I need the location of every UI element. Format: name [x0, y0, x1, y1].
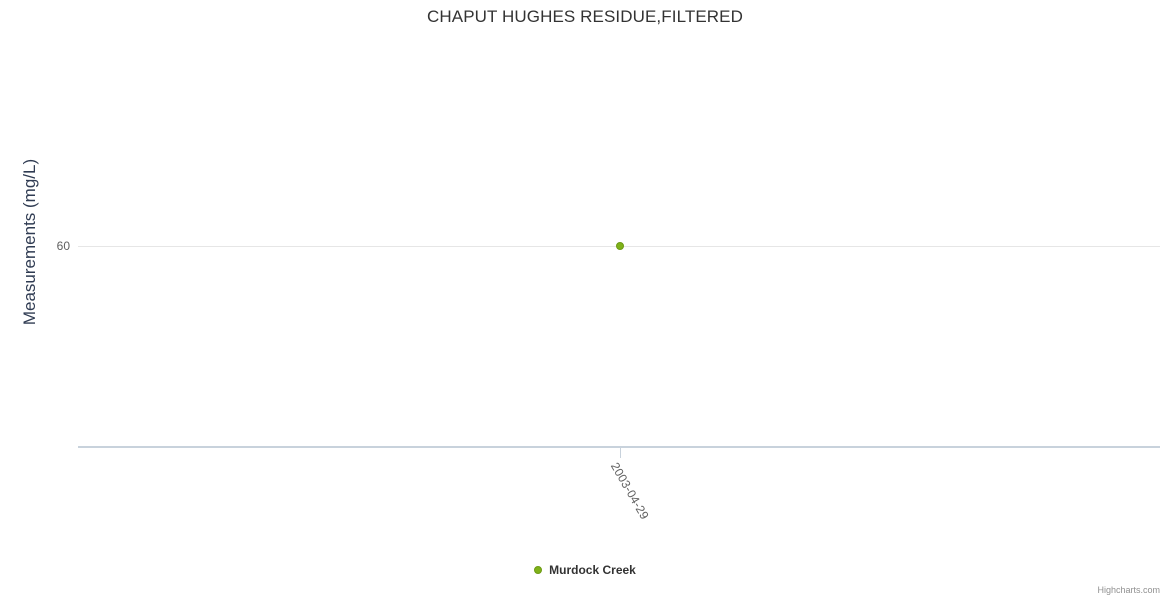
highcharts-credits-link[interactable]: Highcharts.com — [1097, 585, 1160, 595]
plot-area — [78, 45, 1160, 448]
y-axis-title: Measurements (mg/L) — [20, 158, 39, 326]
legend-marker-circle-icon — [534, 566, 543, 574]
data-point-murdock-creek-2003-04-29[interactable] — [616, 242, 624, 250]
legend-item-murdock-creek[interactable]: Murdock Creek — [534, 563, 636, 577]
x-axis-tick-label: 2003-04-29 — [607, 460, 652, 522]
legend-item-label: Murdock Creek — [549, 563, 636, 577]
y-axis-title-container: Measurements (mg/L) — [0, 0, 40, 480]
x-axis-line — [78, 446, 1160, 448]
chart-title: CHAPUT HUGHES RESIDUE,FILTERED — [427, 7, 743, 26]
chart-legend: Murdock Creek — [0, 563, 1170, 577]
y-axis-tick-label-60: 60 — [56, 239, 70, 253]
x-axis-tick-mark — [620, 448, 621, 458]
